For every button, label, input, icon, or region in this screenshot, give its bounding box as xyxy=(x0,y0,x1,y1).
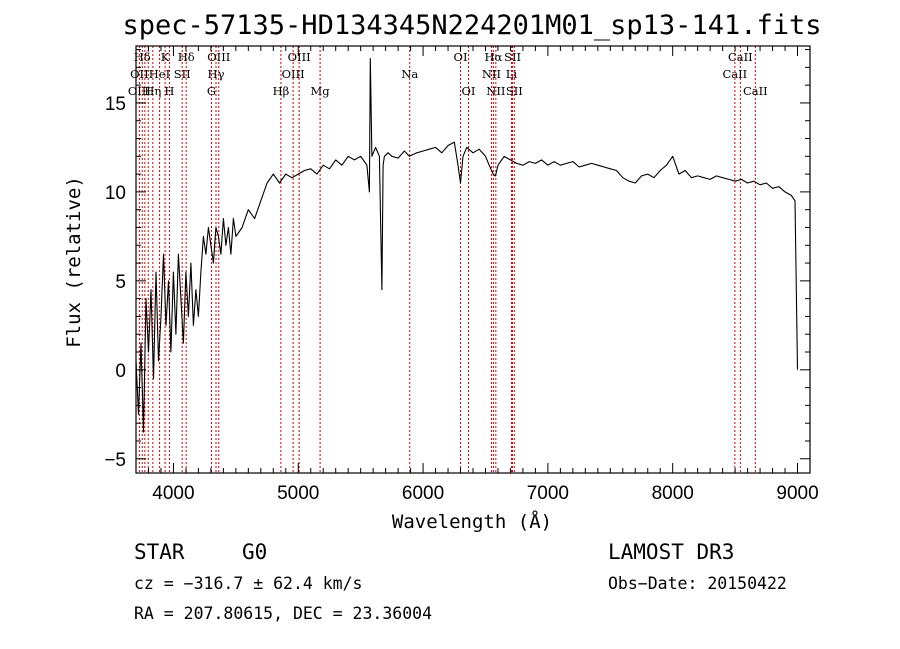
line-label: Hδ xyxy=(178,50,195,64)
line-label: NII xyxy=(482,67,501,81)
y-axis-label: Flux (relative) xyxy=(63,176,85,348)
line-label: HeI xyxy=(149,67,170,81)
y-tick-label: 10 xyxy=(105,183,126,204)
line-label: Hγ xyxy=(208,67,225,81)
x-tick-label: 8000 xyxy=(652,483,694,504)
line-label: CaII xyxy=(728,50,753,64)
line-label: NII xyxy=(486,84,505,98)
line-label: SII xyxy=(174,67,191,81)
line-label: K xyxy=(161,50,170,64)
line-label: CaII xyxy=(722,67,747,81)
velocity-readout: cz = −316.7 ± 62.4 km/s xyxy=(134,574,362,593)
object-subclass: G0 xyxy=(242,540,267,564)
axis-ticks: 4000 5000 6000 7000 8000 9000 −5 0 5 10 15 xyxy=(104,46,819,504)
line-label: G xyxy=(207,84,216,98)
line-label: OIII xyxy=(128,84,151,98)
y-tick-label: 0 xyxy=(115,361,126,382)
x-tick-label: 4000 xyxy=(152,483,194,504)
y-tick-label: −5 xyxy=(104,450,126,471)
chart-title: spec-57135-HD134345N224201M01_sp13-141.f… xyxy=(123,10,822,41)
line-label: OI xyxy=(462,84,476,98)
line-label: OII xyxy=(130,67,149,81)
line-label: OIII xyxy=(282,67,305,81)
y-tick-label: 5 xyxy=(115,272,126,293)
line-marker-group xyxy=(138,46,756,473)
x-tick-label: 5000 xyxy=(277,483,319,504)
object-class: STAR xyxy=(134,540,185,564)
survey-name: LAMOST DR3 xyxy=(608,540,734,564)
line-label: SII xyxy=(504,50,521,64)
line-label: H xyxy=(164,84,174,98)
x-tick-label: 9000 xyxy=(776,483,818,504)
line-label: OIII xyxy=(288,50,311,64)
line-label: Hα xyxy=(484,50,502,64)
obs-date: Obs−Date: 20150422 xyxy=(608,574,787,593)
line-label: OI xyxy=(454,50,468,64)
line-label: SII xyxy=(506,84,523,98)
line-label: Hβ xyxy=(273,84,290,98)
line-label: Na xyxy=(401,67,418,81)
line-label: Hδ xyxy=(134,50,151,64)
line-label: CaII xyxy=(743,84,768,98)
x-tick-label: 6000 xyxy=(402,483,444,504)
line-label: Li xyxy=(506,67,518,81)
coordinates: RA = 207.80615, DEC = 23.36004 xyxy=(134,604,432,623)
line-label: OIII xyxy=(207,50,230,64)
plot-frame xyxy=(135,45,811,474)
series-layer xyxy=(135,57,799,433)
y-tick-label: 15 xyxy=(105,94,126,115)
line-label: Mg xyxy=(311,84,331,98)
line-label: Hη xyxy=(144,84,161,98)
x-tick-label: 7000 xyxy=(527,483,569,504)
x-axis-label: Wavelength (Å) xyxy=(392,510,552,533)
spectrum-line xyxy=(135,57,799,433)
